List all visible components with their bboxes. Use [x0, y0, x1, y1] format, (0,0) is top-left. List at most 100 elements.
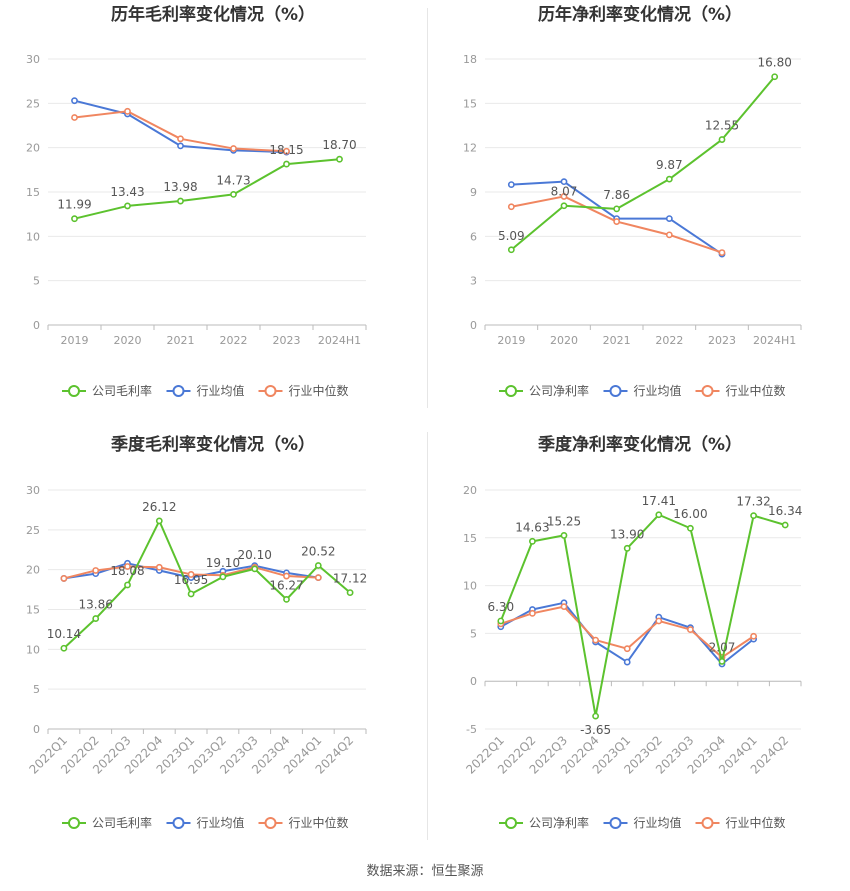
legend-label-avg: 行业均值: [197, 815, 245, 830]
data-label: 9.87: [656, 158, 683, 172]
data-point-company: [283, 160, 290, 168]
data-point-avg: [665, 215, 673, 222]
y-tick-label: 5: [33, 275, 40, 288]
legend-label-median: 行业中位数: [289, 383, 349, 398]
y-tick-label: 9: [470, 186, 477, 199]
series-line-company: [510, 76, 776, 251]
data-label: 26.12: [142, 500, 176, 514]
data-point-median: [718, 249, 726, 256]
data-point-company: [560, 202, 568, 210]
data-point-company: [219, 573, 227, 581]
data-label: 2.07: [709, 640, 736, 654]
x-tick-label: 2022: [655, 334, 683, 347]
source-note: 数据来源：恒生聚源: [366, 864, 484, 879]
y-tick-label: 6: [470, 230, 477, 243]
data-label: 13.43: [110, 185, 144, 199]
legend-marker-median: [701, 385, 714, 397]
data-point-company: [771, 73, 779, 81]
data-point-company: [92, 615, 100, 622]
legend: 公司毛利率 行业均值 行业中位数: [62, 815, 349, 830]
data-label: 19.10: [206, 556, 240, 570]
y-tick-label: 0: [470, 319, 477, 332]
y-tick-label: 3: [470, 275, 477, 288]
data-point-company: [336, 155, 343, 163]
data-point-company: [613, 205, 621, 213]
data-point-company: [346, 589, 354, 597]
data-label: -3.65: [580, 723, 611, 737]
data-label: 18.70: [322, 138, 356, 152]
data-label: 18.08: [110, 564, 144, 578]
data-point-median: [124, 563, 131, 570]
legend-marker-avg: [172, 817, 185, 829]
data-label: 20.10: [238, 548, 272, 562]
y-tick-label: 20: [463, 484, 477, 497]
data-label: 16.95: [174, 573, 208, 587]
y-tick-label: 5: [470, 627, 477, 640]
chart-title: 历年毛利率变化情况（%）: [111, 4, 315, 25]
legend-label-avg: 行业均值: [634, 815, 682, 830]
data-point-company: [155, 517, 163, 525]
data-label: 12.55: [705, 119, 739, 133]
data-point-median: [687, 626, 694, 633]
y-tick-label: 18: [463, 53, 477, 66]
data-label: 18.15: [269, 143, 303, 157]
y-tick-label: 10: [26, 643, 40, 656]
data-point-median: [283, 147, 290, 155]
chart-panel-2: 历年净利率变化情况（%） 0 3 6 9 12 15 18 2019 2020 2021 2022 20…: [463, 4, 802, 398]
data-point-company: [560, 532, 568, 539]
data-point-median: [623, 645, 631, 653]
data-point-company: [71, 215, 78, 223]
data-point-company: [655, 511, 663, 519]
chart-panel-1: 历年毛利率变化情况（%） 0 5 10 15 20 25 30 2019 2020 2021 2022…: [26, 4, 367, 398]
data-point-avg: [177, 142, 184, 150]
x-tick-label: 2023: [273, 334, 301, 347]
data-point-company: [314, 562, 322, 569]
data-point-median: [283, 572, 290, 580]
data-point-company: [177, 197, 184, 205]
data-label: 10.14: [47, 627, 81, 641]
data-point-avg: [560, 178, 568, 186]
data-point-company: [718, 658, 726, 665]
x-tick-label: 2021: [603, 334, 631, 347]
data-label: 17.12: [333, 572, 367, 586]
data-point-company: [60, 644, 68, 652]
data-point-median: [529, 609, 536, 617]
x-tick-label: 2024H1: [318, 334, 361, 347]
chart-title: 季度毛利率变化情况（%）: [111, 434, 315, 455]
data-point-median: [92, 567, 100, 574]
data-label: 8.07: [551, 185, 578, 199]
legend: 公司净利率 行业均值 行业中位数: [499, 815, 786, 830]
legend-marker-avg: [609, 385, 622, 397]
y-tick-label: 0: [33, 723, 40, 736]
y-tick-label: 12: [463, 142, 477, 155]
data-point-median: [155, 563, 163, 571]
x-tick-label: 2022: [220, 334, 248, 347]
data-point-company: [750, 512, 757, 520]
legend-label-median: 行业中位数: [726, 383, 786, 398]
data-label: 5.09: [498, 229, 525, 243]
legend-label-median: 行业中位数: [726, 815, 786, 830]
legend-marker-avg: [172, 385, 185, 397]
data-point-company: [718, 136, 726, 143]
data-point-company: [283, 595, 290, 603]
data-label: 11.99: [57, 198, 91, 212]
x-tick-label: 2019: [61, 334, 89, 347]
data-point-company: [623, 544, 631, 552]
data-point-company: [687, 524, 694, 532]
data-point-company: [592, 712, 599, 720]
y-tick-label: 30: [26, 484, 40, 497]
y-tick-label: 25: [26, 97, 40, 110]
series-line-company: [63, 519, 351, 649]
data-point-company: [529, 537, 536, 545]
y-tick-label: 20: [26, 564, 40, 577]
y-tick-label: 15: [463, 532, 477, 545]
y-tick-label: 0: [470, 675, 477, 688]
data-point-company: [124, 581, 131, 589]
chart-panel-3: 季度毛利率变化情况（%）0510152025302022Q12022Q22022…: [26, 434, 367, 830]
data-point-company: [497, 617, 505, 625]
data-point-company: [124, 202, 131, 210]
data-label: 17.41: [642, 494, 676, 508]
y-tick-label: 10: [463, 580, 477, 593]
y-tick-label: 5: [33, 683, 40, 696]
